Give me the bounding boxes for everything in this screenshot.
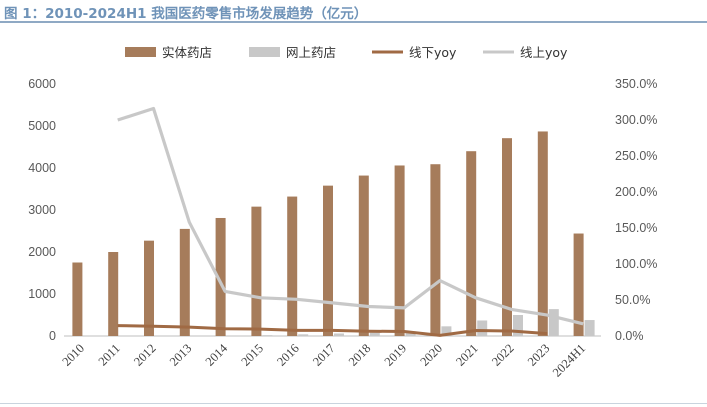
legend-label: 网上药店 bbox=[286, 45, 336, 60]
bar-offline bbox=[466, 151, 477, 336]
bar-offline bbox=[394, 165, 405, 336]
bar-offline bbox=[502, 138, 512, 336]
y-right-tick-label: 300.0% bbox=[615, 113, 657, 127]
x-tick-label: 2022 bbox=[489, 341, 517, 369]
y-left-tick-label: 1000 bbox=[28, 287, 56, 301]
x-tick-label: 2020 bbox=[417, 341, 445, 369]
y-right-tick-label: 350.0% bbox=[615, 77, 657, 91]
bar-online bbox=[334, 333, 344, 336]
y-right-tick-label: 50.0% bbox=[615, 293, 650, 307]
bar-offline bbox=[215, 217, 226, 336]
y-left-tick-label: 4000 bbox=[28, 161, 56, 175]
y-right-tick-label: 100.0% bbox=[615, 257, 657, 271]
lines bbox=[117, 106, 584, 337]
bar-offline bbox=[144, 240, 154, 336]
y-left-tick-label: 3000 bbox=[28, 203, 56, 217]
x-tick-label: 2016 bbox=[274, 341, 302, 369]
bar-offline bbox=[430, 164, 441, 336]
legend-swatch bbox=[125, 47, 156, 57]
x-tick-label: 2017 bbox=[310, 341, 338, 369]
y-right-tick-label: 250.0% bbox=[615, 149, 657, 163]
legend-label: 线上yoy bbox=[520, 45, 568, 60]
y-left-tick-label: 2000 bbox=[28, 245, 56, 259]
bar-offline bbox=[537, 131, 548, 336]
x-tick-label: 2024H1 bbox=[550, 341, 588, 379]
chart-title: 图 1：2010-2024H1 我国医药零售市场发展趋势（亿元） bbox=[4, 6, 368, 22]
legend-label: 线下yoy bbox=[409, 45, 457, 60]
title-divider bbox=[0, 21, 707, 23]
x-tick-label: 2023 bbox=[525, 341, 553, 369]
bar-offline bbox=[287, 196, 298, 336]
bar-offline bbox=[72, 262, 83, 336]
bar-offline bbox=[179, 228, 190, 336]
x-tick-label: 2012 bbox=[131, 341, 159, 369]
bar-online bbox=[584, 320, 595, 336]
y-left-tick-label: 5000 bbox=[28, 119, 56, 133]
x-tick-label: 2021 bbox=[453, 341, 481, 369]
bottom-divider bbox=[0, 403, 707, 404]
bar-offline bbox=[358, 175, 369, 336]
y-left-tick-label: 0 bbox=[49, 329, 56, 343]
bar-online bbox=[548, 309, 559, 336]
bar-offline bbox=[323, 185, 333, 336]
line-online-yoy bbox=[117, 106, 584, 326]
bar-online bbox=[369, 332, 380, 336]
bar-offline bbox=[573, 233, 584, 336]
bar-offline bbox=[108, 252, 119, 336]
legend-label: 实体药店 bbox=[162, 45, 212, 60]
y-right-tick-label: 150.0% bbox=[615, 221, 657, 235]
bar-online bbox=[477, 320, 488, 336]
bar-online bbox=[441, 326, 452, 336]
legend-swatch bbox=[249, 47, 280, 57]
x-tick-label: 2010 bbox=[59, 341, 87, 369]
line-offline-yoy bbox=[117, 324, 548, 337]
legend: 实体药店 网上药店 线下yoy 线上yoy bbox=[125, 45, 568, 60]
x-tick-label: 2018 bbox=[346, 341, 374, 369]
y-left-tick-label: 6000 bbox=[28, 77, 56, 91]
y-right-tick-label: 200.0% bbox=[615, 185, 657, 199]
bar-online bbox=[262, 335, 273, 336]
x-tick-label: 2013 bbox=[167, 341, 195, 369]
x-tick-label: 2015 bbox=[238, 341, 266, 369]
bars bbox=[72, 131, 595, 336]
x-tick-label: 2019 bbox=[382, 341, 410, 369]
bar-online bbox=[298, 334, 309, 336]
bar-offline bbox=[251, 206, 262, 336]
bar-online bbox=[513, 315, 523, 336]
x-tick-label: 2011 bbox=[96, 341, 123, 368]
x-tick-label: 2014 bbox=[203, 341, 231, 369]
y-right-tick-label: 0.0% bbox=[615, 329, 644, 343]
